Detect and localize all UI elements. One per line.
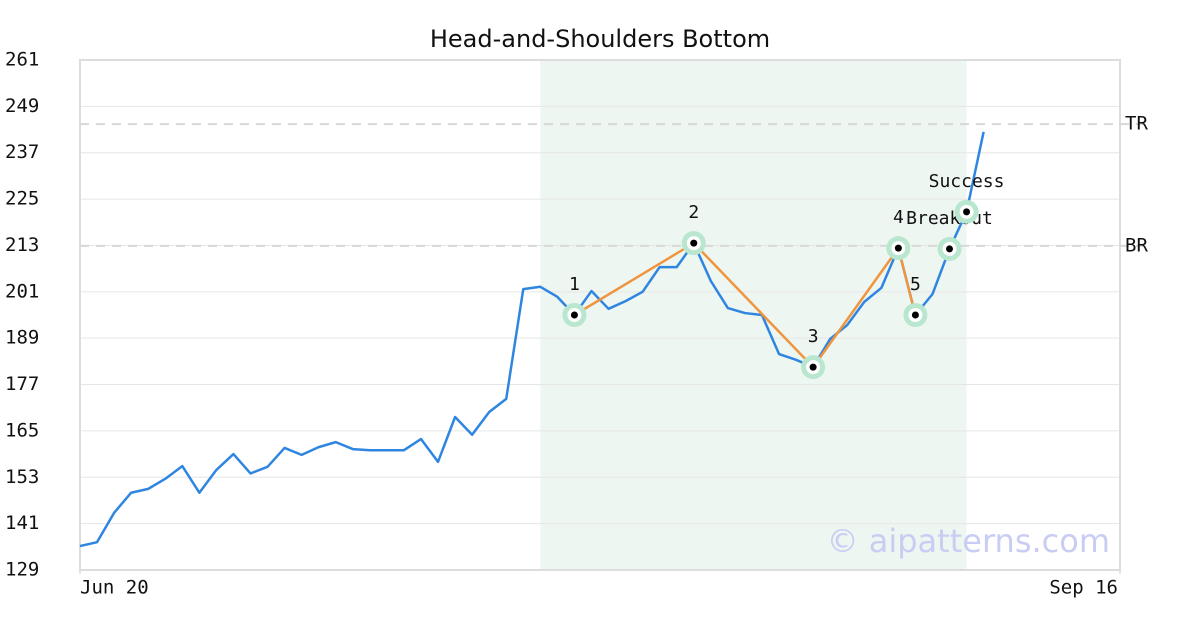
y-tick-label: 129	[5, 559, 39, 581]
point	[570, 311, 578, 319]
x-tick-label: Sep 16	[1049, 577, 1118, 599]
watermark: © aipatterns.com	[827, 522, 1110, 560]
level-label: TR	[1125, 113, 1148, 135]
plot-border	[79, 59, 1121, 571]
pattern-label: 5	[910, 274, 921, 295]
y-tick-label: 213	[5, 234, 39, 256]
price-line	[79, 131, 985, 548]
point	[809, 363, 817, 371]
y-tick-label: 177	[5, 373, 39, 395]
pattern-label: 2	[688, 202, 699, 223]
pattern-label: 3	[808, 326, 819, 347]
pattern-label: 1	[569, 274, 580, 295]
y-tick-label: 249	[5, 95, 39, 117]
y-tick-label: 261	[5, 49, 39, 71]
y-tick-label: 189	[5, 327, 39, 349]
signal-label: Success	[929, 171, 1005, 192]
point	[894, 244, 902, 252]
chart-title: Head-and-Shoulders Bottom	[430, 25, 770, 53]
point	[946, 245, 954, 253]
signal-label: Breakout	[906, 208, 993, 229]
y-tick-label: 225	[5, 188, 39, 210]
level-label: BR	[1125, 234, 1148, 256]
point	[963, 208, 971, 216]
y-tick-label: 201	[5, 280, 39, 302]
point	[911, 311, 919, 319]
y-tick-label: 165	[5, 419, 39, 441]
y-tick-label: 237	[5, 141, 39, 163]
pattern-label: 4	[893, 207, 904, 228]
x-tick-label: Jun 20	[80, 577, 149, 599]
y-tick-label: 141	[5, 512, 39, 534]
point	[690, 239, 698, 247]
y-tick-label: 153	[5, 466, 39, 488]
